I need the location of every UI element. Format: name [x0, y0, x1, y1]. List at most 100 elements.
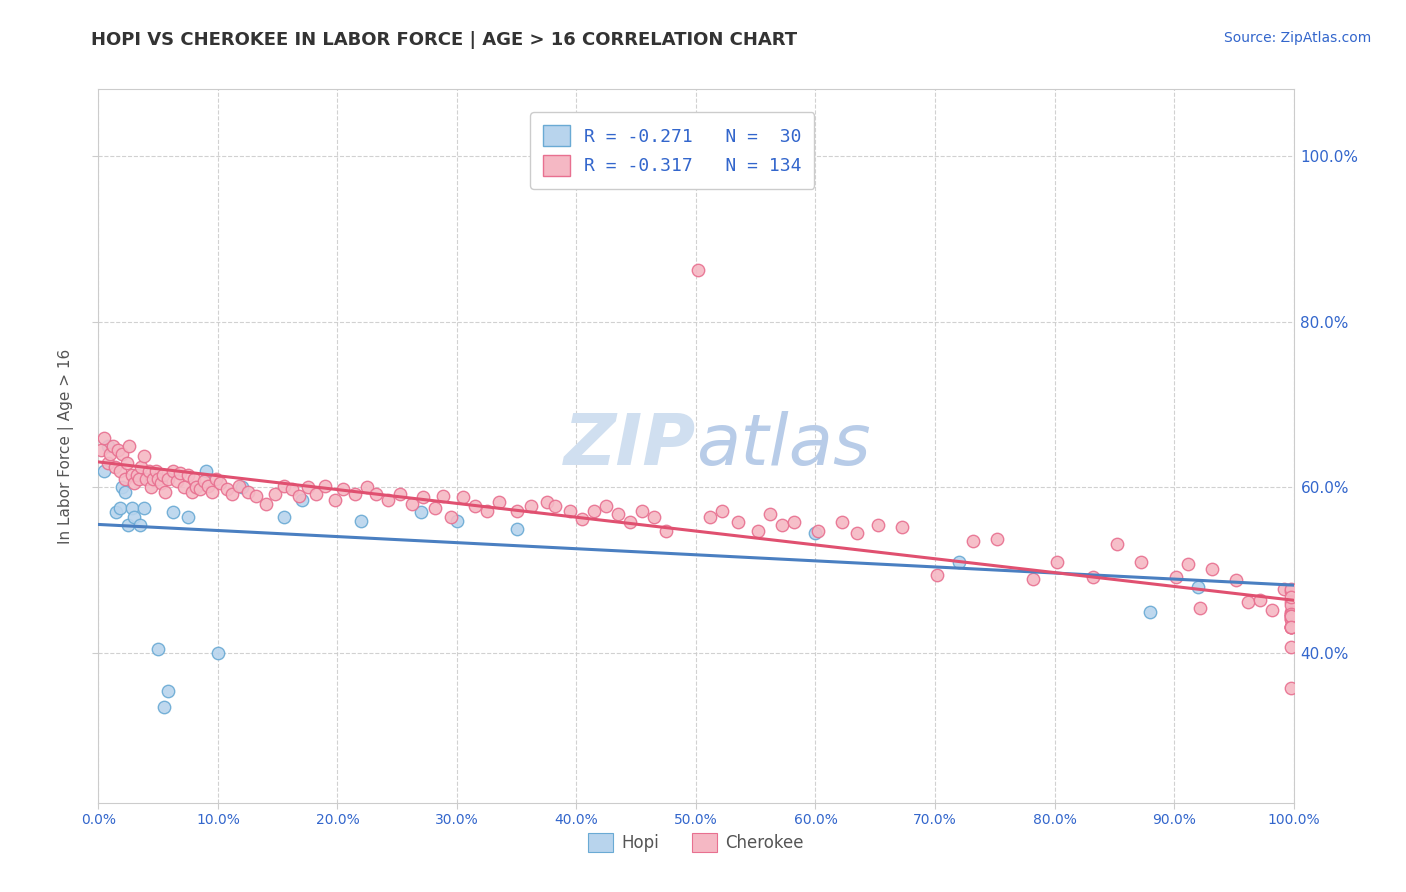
Point	[1279, 620, 1302, 634]
Point	[1279, 609, 1302, 624]
Point	[927, 567, 949, 582]
Point	[1279, 681, 1302, 696]
Point	[124, 476, 146, 491]
Point	[488, 495, 510, 509]
Point	[180, 484, 202, 499]
Point	[254, 497, 277, 511]
Point	[162, 505, 184, 519]
Point	[166, 474, 188, 488]
Point	[1279, 605, 1302, 619]
Point	[162, 464, 184, 478]
Point	[148, 472, 170, 486]
Point	[177, 468, 200, 483]
Point	[156, 472, 179, 486]
Point	[90, 443, 112, 458]
Point	[281, 482, 304, 496]
Point	[846, 526, 869, 541]
Point	[105, 505, 128, 519]
Point	[1279, 599, 1302, 613]
Point	[643, 509, 665, 524]
Point	[1189, 600, 1212, 615]
Point	[138, 464, 160, 478]
Point	[156, 683, 179, 698]
Text: Source: ZipAtlas.com: Source: ZipAtlas.com	[1223, 31, 1371, 45]
Point	[699, 509, 721, 524]
Point	[97, 439, 120, 453]
Point	[98, 447, 122, 461]
Point	[183, 472, 205, 486]
Point	[148, 642, 170, 657]
Point	[440, 509, 463, 524]
Point	[432, 489, 454, 503]
Point	[655, 524, 678, 538]
Point	[1279, 611, 1302, 625]
Point	[101, 439, 124, 453]
Point	[619, 516, 641, 530]
Point	[364, 487, 387, 501]
Point	[536, 495, 558, 509]
Point	[273, 509, 295, 524]
Point	[1249, 592, 1271, 607]
Point	[1237, 595, 1260, 609]
Point	[1279, 620, 1302, 634]
Point	[297, 481, 319, 495]
Point	[197, 479, 219, 493]
Point	[145, 464, 167, 478]
Point	[104, 459, 127, 474]
Point	[506, 504, 529, 518]
Point	[1279, 584, 1302, 599]
Legend: Hopi, Cherokee: Hopi, Cherokee	[581, 826, 811, 859]
Point	[451, 491, 474, 505]
Point	[356, 481, 378, 495]
Point	[332, 482, 354, 496]
Point	[446, 514, 468, 528]
Point	[607, 507, 630, 521]
Point	[571, 512, 593, 526]
Point	[1279, 640, 1302, 654]
Point	[152, 468, 174, 483]
Point	[1105, 537, 1128, 551]
Point	[1261, 603, 1284, 617]
Point	[221, 487, 243, 501]
Point	[135, 472, 157, 486]
Point	[153, 700, 176, 714]
Point	[783, 516, 806, 530]
Point	[1279, 609, 1302, 624]
Point	[132, 501, 155, 516]
Point	[688, 263, 710, 277]
Point	[288, 489, 311, 503]
Point	[195, 464, 218, 478]
Point	[132, 449, 155, 463]
Point	[377, 492, 399, 507]
Point	[114, 472, 136, 486]
Point	[544, 499, 567, 513]
Y-axis label: In Labor Force | Age > 16: In Labor Force | Age > 16	[58, 349, 75, 543]
Point	[97, 456, 120, 470]
Point	[201, 484, 224, 499]
Point	[1166, 570, 1188, 584]
Point	[125, 468, 148, 483]
Point	[1279, 620, 1302, 634]
Point	[1279, 582, 1302, 596]
Point	[464, 499, 486, 513]
Point	[890, 520, 912, 534]
Point	[727, 516, 749, 530]
Point	[155, 484, 177, 499]
Point	[866, 517, 889, 532]
Point	[475, 504, 498, 518]
Point	[1225, 574, 1247, 588]
Point	[948, 555, 970, 569]
Text: ZIP: ZIP	[564, 411, 696, 481]
Point	[188, 482, 211, 496]
Point	[273, 479, 295, 493]
Text: HOPI VS CHEROKEE IN LABOR FORCE | AGE > 16 CORRELATION CHART: HOPI VS CHEROKEE IN LABOR FORCE | AGE > …	[91, 31, 797, 49]
Point	[401, 497, 423, 511]
Point	[121, 468, 143, 483]
Point	[1081, 570, 1104, 584]
Point	[350, 514, 373, 528]
Point	[139, 481, 162, 495]
Point	[1279, 607, 1302, 621]
Point	[411, 505, 433, 519]
Point	[1201, 562, 1223, 576]
Point	[245, 489, 267, 503]
